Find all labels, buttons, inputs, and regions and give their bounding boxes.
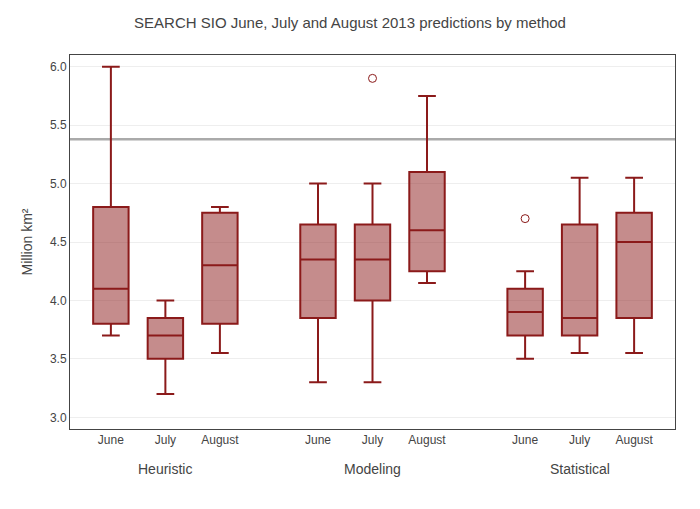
svg-text:Statistical: Statistical — [550, 461, 610, 477]
svg-text:SEARCH SIO June, July and Augu: SEARCH SIO June, July and August 2013 pr… — [134, 14, 566, 31]
svg-text:July: July — [362, 433, 383, 447]
svg-text:4.5: 4.5 — [50, 235, 67, 249]
svg-text:4.0: 4.0 — [50, 294, 67, 308]
svg-text:June: June — [512, 433, 538, 447]
svg-text:June: June — [98, 433, 124, 447]
svg-text:5.0: 5.0 — [50, 177, 67, 191]
svg-text:Modeling: Modeling — [344, 461, 401, 477]
svg-text:July: July — [569, 433, 590, 447]
svg-text:Heuristic: Heuristic — [138, 461, 192, 477]
svg-text:3.5: 3.5 — [50, 352, 67, 366]
svg-text:6.0: 6.0 — [50, 60, 67, 74]
svg-text:August: August — [615, 433, 653, 447]
svg-text:July: July — [155, 433, 176, 447]
svg-text:August: August — [408, 433, 446, 447]
svg-text:June: June — [305, 433, 331, 447]
svg-text:5.5: 5.5 — [50, 118, 67, 132]
svg-text:3.0: 3.0 — [50, 411, 67, 425]
svg-text:Million km²: Million km² — [19, 208, 35, 275]
svg-text:August: August — [201, 433, 239, 447]
